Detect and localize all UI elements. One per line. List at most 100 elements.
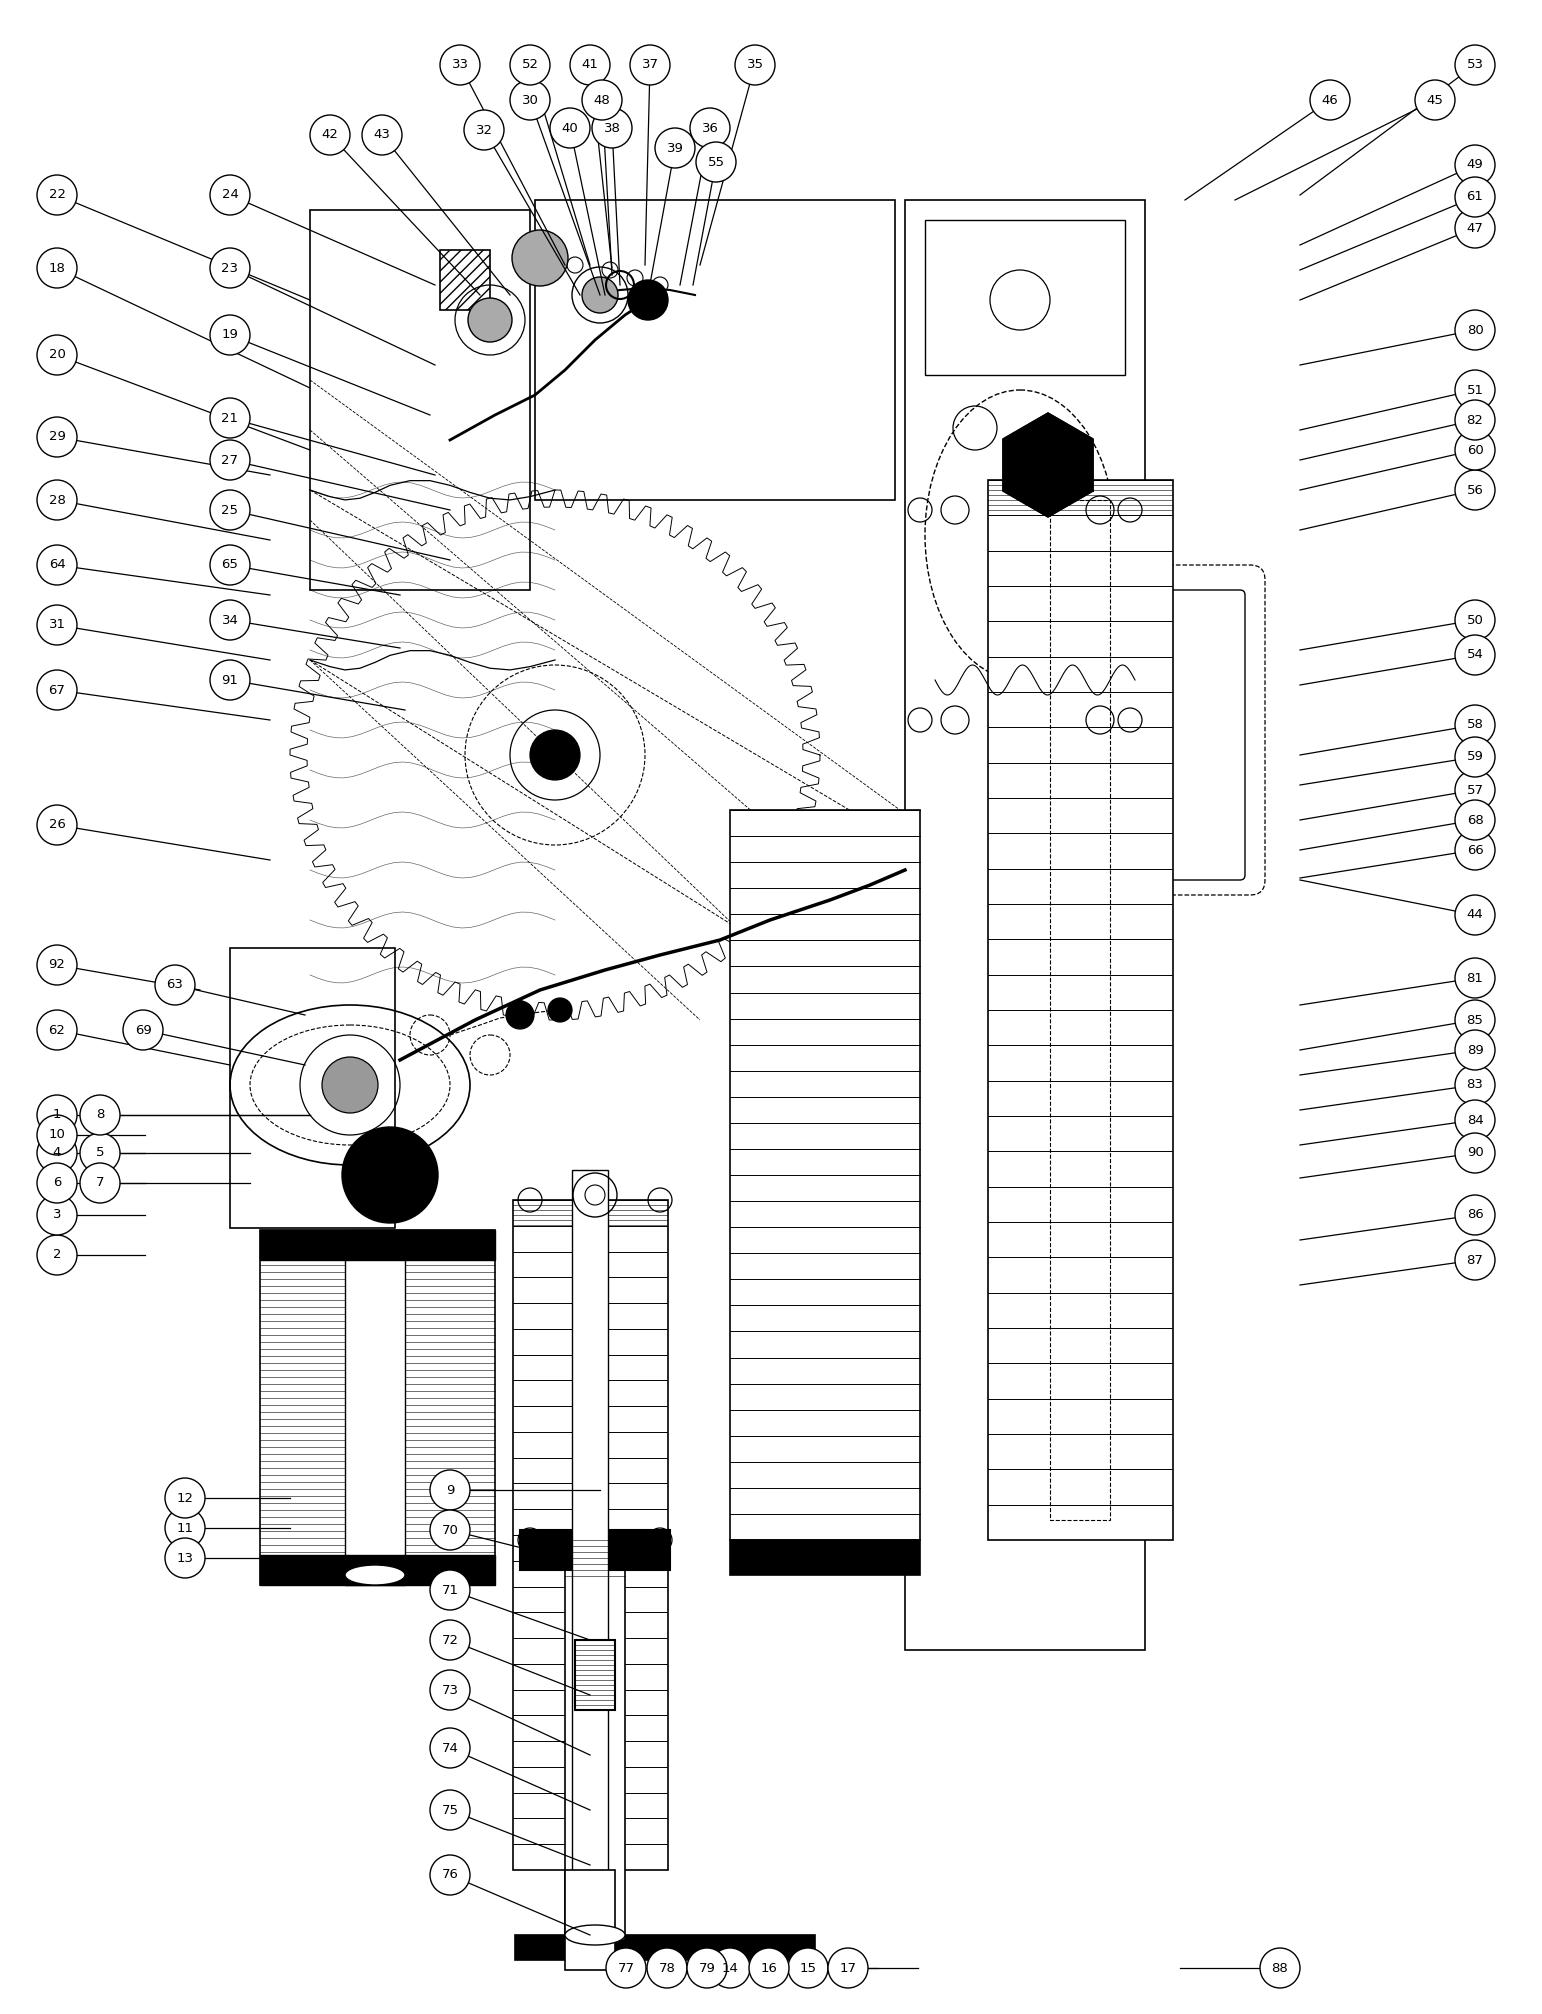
Text: 65: 65 [222, 558, 239, 572]
Text: 6: 6 [52, 1176, 62, 1190]
Text: 77: 77 [617, 1962, 634, 1974]
Polygon shape [1002, 413, 1093, 518]
Text: 83: 83 [1466, 1080, 1483, 1092]
Text: 61: 61 [1466, 191, 1483, 203]
Bar [439, 250, 490, 310]
Bar [1050, 499, 1110, 1521]
Circle shape [165, 1508, 205, 1549]
Circle shape [506, 1001, 534, 1029]
Bar [905, 199, 1146, 1649]
Circle shape [628, 280, 668, 320]
Circle shape [310, 115, 350, 155]
Text: 84: 84 [1466, 1114, 1483, 1126]
Bar [564, 1541, 625, 1939]
Circle shape [156, 965, 194, 1005]
Text: 55: 55 [708, 155, 725, 169]
Text: 76: 76 [441, 1869, 458, 1881]
Circle shape [1456, 894, 1496, 934]
Circle shape [37, 546, 77, 584]
Text: 17: 17 [839, 1962, 856, 1974]
Ellipse shape [564, 1925, 625, 1946]
Circle shape [1456, 310, 1496, 350]
Circle shape [322, 1057, 378, 1114]
Circle shape [165, 1478, 205, 1519]
Circle shape [430, 1728, 470, 1768]
Text: 34: 34 [222, 614, 239, 626]
Circle shape [37, 1116, 77, 1154]
Circle shape [1456, 769, 1496, 810]
Text: 81: 81 [1466, 971, 1483, 985]
Bar [988, 479, 1173, 1541]
Circle shape [571, 44, 611, 85]
Circle shape [1456, 705, 1496, 745]
Text: 32: 32 [475, 123, 492, 137]
Text: 79: 79 [699, 1962, 715, 1974]
Circle shape [1456, 207, 1496, 248]
Text: 18: 18 [48, 262, 65, 274]
Bar [925, 220, 1126, 375]
Circle shape [1456, 1241, 1496, 1281]
Bar [261, 1555, 495, 1585]
Circle shape [1456, 830, 1496, 870]
Bar [310, 209, 530, 590]
Circle shape [37, 334, 77, 375]
Bar [575, 1639, 615, 1710]
Circle shape [550, 109, 591, 147]
Circle shape [37, 479, 77, 520]
Circle shape [1456, 371, 1496, 411]
Text: 90: 90 [1466, 1146, 1483, 1160]
Circle shape [1456, 800, 1496, 840]
Text: 1: 1 [52, 1108, 62, 1122]
Text: 35: 35 [746, 58, 763, 73]
Text: 71: 71 [441, 1583, 458, 1597]
Text: 25: 25 [222, 504, 239, 516]
Circle shape [430, 1510, 470, 1551]
Text: 38: 38 [603, 121, 620, 135]
Text: 88: 88 [1272, 1962, 1289, 1974]
Text: 67: 67 [48, 683, 65, 697]
Circle shape [37, 1162, 77, 1202]
Circle shape [37, 417, 77, 457]
Circle shape [1456, 401, 1496, 439]
Circle shape [1456, 431, 1496, 469]
Circle shape [210, 314, 250, 354]
Circle shape [80, 1162, 120, 1202]
Text: 80: 80 [1466, 324, 1483, 336]
Bar [535, 199, 894, 499]
Text: 86: 86 [1466, 1208, 1483, 1222]
Circle shape [1456, 634, 1496, 675]
Text: 4: 4 [52, 1146, 62, 1160]
Circle shape [37, 1235, 77, 1275]
Text: 57: 57 [1466, 783, 1483, 796]
Text: 14: 14 [722, 1962, 739, 1974]
Circle shape [749, 1948, 790, 1988]
Text: 39: 39 [666, 141, 683, 155]
Circle shape [655, 129, 695, 167]
Circle shape [709, 1948, 749, 1988]
Circle shape [1456, 145, 1496, 185]
Circle shape [430, 1670, 470, 1710]
Circle shape [1456, 1134, 1496, 1172]
Circle shape [510, 81, 550, 121]
Circle shape [695, 143, 736, 181]
Text: 24: 24 [222, 189, 239, 201]
Circle shape [37, 1096, 77, 1136]
Circle shape [1456, 1100, 1496, 1140]
Text: 33: 33 [452, 58, 469, 73]
Bar [572, 1170, 608, 1919]
Circle shape [430, 1571, 470, 1609]
Circle shape [736, 44, 776, 85]
Text: 19: 19 [222, 328, 239, 342]
Circle shape [430, 1790, 470, 1831]
Circle shape [1456, 959, 1496, 999]
Circle shape [37, 945, 77, 985]
Circle shape [210, 399, 250, 437]
Bar [729, 1541, 921, 1575]
Bar [520, 1531, 671, 1571]
Bar [261, 1231, 495, 1585]
Text: 26: 26 [48, 818, 65, 832]
Circle shape [606, 1948, 646, 1988]
Bar [515, 1935, 816, 1960]
Text: 31: 31 [48, 618, 65, 632]
Text: 40: 40 [561, 121, 578, 135]
